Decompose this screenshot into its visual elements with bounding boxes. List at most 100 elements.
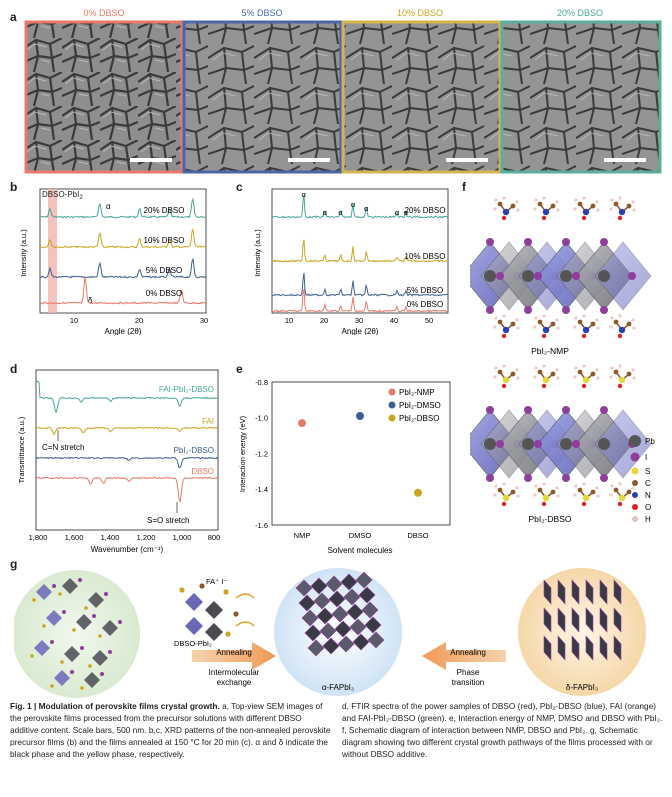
dbso-mol-c2-atom-1-1 (550, 489, 556, 495)
c-alpha-mark-5: α (395, 208, 400, 217)
legend-i-icon (630, 452, 640, 462)
nmp-mol-h-atom-1-1-0 (534, 316, 538, 320)
inset-molecule-atom-0 (179, 587, 185, 593)
d-label-fai: FAI (202, 417, 214, 426)
dbso-pb-atom-3 (598, 438, 610, 450)
dbso-mol-c2-atom-0-3 (626, 371, 632, 377)
nmp-pb-atom-0 (484, 270, 496, 282)
nmp-mol-center-atom-1-0 (502, 326, 510, 334)
nmp-mol-h-atom-1-1-4 (533, 325, 537, 329)
scale-bar-20 (604, 158, 646, 162)
alpha-octahedron-20 (307, 639, 325, 657)
e-xtick-0: NMP (294, 531, 311, 540)
b-label-0: 0% DBSO (146, 289, 182, 298)
nmp-mol-h-atom-1-0-4 (493, 325, 497, 329)
legend-c-icon (632, 480, 638, 486)
c-xtick-30: 30 (355, 316, 363, 325)
dbso-mol-center-atom-0-0 (502, 376, 510, 384)
alpha-octahedron-7 (328, 590, 346, 608)
element-legend: Pb I S C N O H (629, 435, 655, 524)
precursor-s-atom-4 (72, 628, 76, 632)
dbso-mol-h-atom-1-0-3 (516, 494, 520, 498)
c-trace-1 (271, 239, 449, 263)
nmp-i-atom-1-2 (496, 272, 504, 280)
nmp-mol-h-atom-0-1-3 (556, 208, 560, 212)
c-trace-0 (271, 195, 449, 219)
dbso-mol-h-atom-0-0-4 (493, 375, 497, 379)
scale-bar-0 (130, 158, 172, 162)
nmp-mol-h-atom-0-1-2 (555, 200, 559, 204)
nmp-mol-h-atom-0-0-0 (494, 198, 498, 202)
nmp-pb-atom-2 (560, 270, 572, 282)
b-trace-2 (39, 257, 207, 279)
nmp-mol-h-atom-0-2-3 (596, 208, 600, 212)
sem-image-row: 0% DBSO 5% DBSO 10% DBSO 20% DBSO (24, 4, 664, 176)
dbso-mol-o-atom-1-3 (617, 501, 623, 507)
precursor-octahedron-10 (84, 672, 100, 688)
dbso-i-atom-3-0 (600, 406, 608, 414)
precursor-octahedron-3 (46, 610, 62, 626)
dbso-mol-c-atom-1-0 (497, 487, 503, 493)
dbso-i-atom-2-2 (534, 440, 542, 448)
precursor-s-atom-3 (42, 624, 46, 628)
dbso-i-atom-1-1 (524, 474, 532, 482)
panel-g-label: g (10, 557, 18, 571)
d-trace-0 (35, 380, 219, 415)
dbso-mol-h-atom-0-2-1 (582, 364, 586, 368)
sem-image-20 (500, 20, 662, 174)
nmp-mol-h-atom-1-3-4 (609, 325, 613, 329)
delta-column-17 (613, 635, 622, 661)
cn-stretch-note: C=N stretch (42, 443, 84, 452)
e-legend: PbI₂-NMP PbI₂-DMSO PbI₂-DBSO (388, 388, 441, 423)
c-label-10: 10% DBSO (405, 252, 446, 261)
legend-dmso: PbI₂-DMSO (399, 401, 441, 410)
nmp-mol-c2-atom-1-0 (510, 321, 516, 327)
alpha-octahedron-21 (322, 637, 340, 655)
dbso-mol-h-atom-1-1-2 (555, 486, 559, 490)
d-trace-2 (35, 456, 219, 468)
e-ytick-4: -1.6 (255, 521, 268, 530)
delta-column-7 (557, 607, 566, 633)
nmp-i-atom-2-1 (562, 306, 570, 314)
nmp-mol-o-atom-1-0 (501, 333, 507, 339)
nmp-mol-c2-atom-1-3 (626, 321, 632, 327)
dbso-mol-h-atom-0-0-2 (515, 368, 519, 372)
b-trace-3 (39, 276, 207, 305)
nmp-mol-c-atom-1-3 (613, 319, 619, 325)
delta-column-5 (613, 579, 622, 605)
nmp-mol-h-atom-0-2-1 (582, 196, 586, 200)
precursor-i-atom-8 (108, 650, 112, 654)
precursor-octahedron-7 (64, 646, 80, 662)
alpha-octahedron-6 (313, 592, 331, 610)
nmp-mol-h-atom-0-0-3 (516, 208, 520, 212)
legend-pb: Pb (645, 437, 655, 446)
d-label-pbi2-dbso: PbI₂-DBSO (174, 446, 214, 455)
dbso-mol-o-atom-0-2 (581, 383, 587, 389)
dbso-mol-center-atom-1-0 (502, 494, 510, 502)
ftir-d-svg: FAI-PbI₂-DBSO FAI PbI₂-DBSO DBSO C=N str… (17, 369, 220, 554)
nmp-mol-center-atom-0-3 (618, 208, 626, 216)
scale-bar-10 (446, 158, 488, 162)
legend-h-icon (632, 516, 638, 522)
precursor-i-atom-2 (104, 592, 108, 596)
dbso-mol-h-atom-0-0-1 (502, 364, 506, 368)
dbso-mol-o-atom-0-1 (541, 383, 547, 389)
e-ytick-3: -1.4 (255, 485, 268, 494)
dbso-mol-c-atom-1-3 (613, 487, 619, 493)
nmp-mol-center-atom-1-1 (542, 326, 550, 334)
d-label-fai-pbi2-dbso: FAI-PbI₂-DBSO (159, 385, 214, 394)
d-ylabel: Transmittance (a.u.) (17, 416, 26, 483)
sem-title-20: 20% DBSO (557, 8, 603, 18)
e-ytick-2: -1.2 (255, 450, 268, 459)
d-xtick-1000: 1,000 (173, 533, 192, 542)
precursor-s-atom-9 (50, 684, 54, 688)
dbso-mol-h-atom-1-1-1 (542, 482, 546, 486)
dbso-mol-h-atom-0-1-1 (542, 364, 546, 368)
dbso-mol-h-atom-1-2-2 (595, 486, 599, 490)
energy-chart-e: -0.8 -1.0 -1.2 -1.4 -1.6 NMP DMSO DBSO PbI₂-NMP… (236, 370, 458, 556)
dbso-mol-h-atom-0-1-4 (533, 375, 537, 379)
nmp-mol-h-atom-0-1-0 (534, 198, 538, 202)
dbso-pbi2-highlight (48, 189, 57, 313)
nmp-i-atom-3-1 (600, 306, 608, 314)
exchange-arrow-icon-2 (235, 621, 255, 627)
